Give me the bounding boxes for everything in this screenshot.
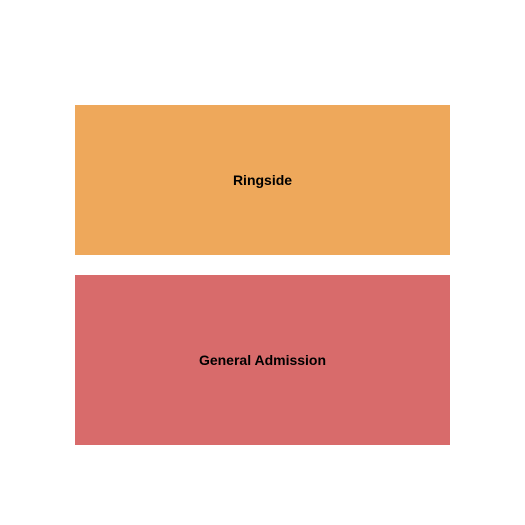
seating-chart-container: Ringside General Admission xyxy=(75,105,450,445)
ringside-section[interactable]: Ringside xyxy=(75,105,450,255)
general-admission-section[interactable]: General Admission xyxy=(75,275,450,445)
general-admission-label: General Admission xyxy=(199,352,326,368)
ringside-label: Ringside xyxy=(233,172,292,188)
